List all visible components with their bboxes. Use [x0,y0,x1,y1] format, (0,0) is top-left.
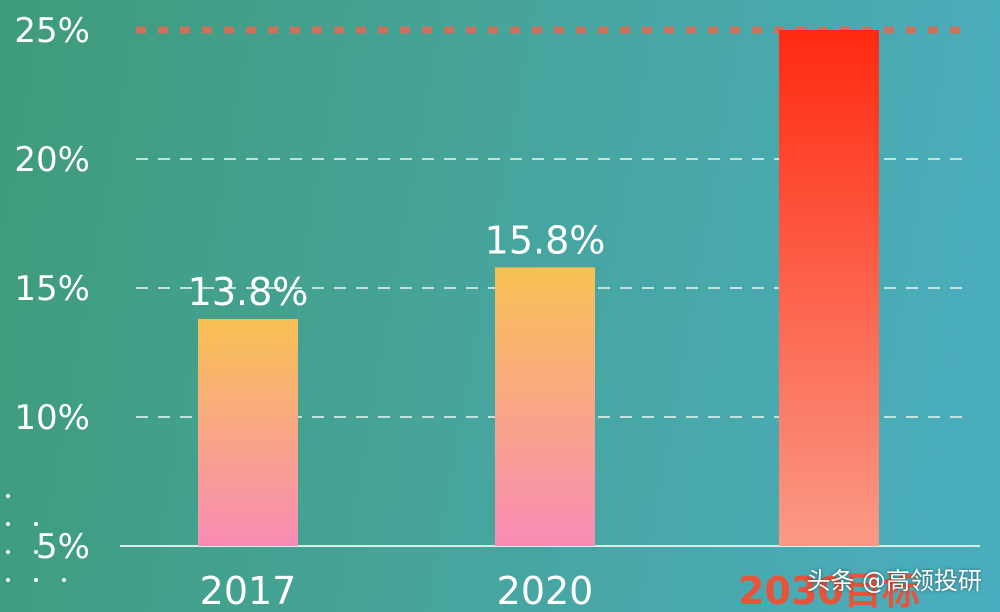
data-labels: 13.8% 15.8% [188,218,606,314]
y-tick-label: 20% [14,140,90,180]
x-axis-ticks: 2017 2020 2030目标 [200,569,920,612]
bar-2030目标 [779,30,879,546]
y-tick-label: 25% [14,11,90,51]
data-label: 13.8% [188,270,309,314]
x-tick-label: 2020 [497,569,594,612]
y-tick-label: 15% [14,269,90,309]
y-tick-label: 10% [14,398,90,438]
bar-2020 [495,267,595,546]
bars [198,30,879,546]
watermark: 头条 @高领投研 [806,567,982,595]
x-tick-label: 2017 [200,569,297,612]
bar-2017 [198,318,298,546]
x-tick-label: 2030目标 [738,569,920,612]
y-tick-label: 5% [36,527,90,567]
data-label: 15.8% [485,218,606,262]
decorative-dots [6,494,66,582]
y-axis-ticks: 5% 10% 15% 20% 25% [14,11,90,567]
